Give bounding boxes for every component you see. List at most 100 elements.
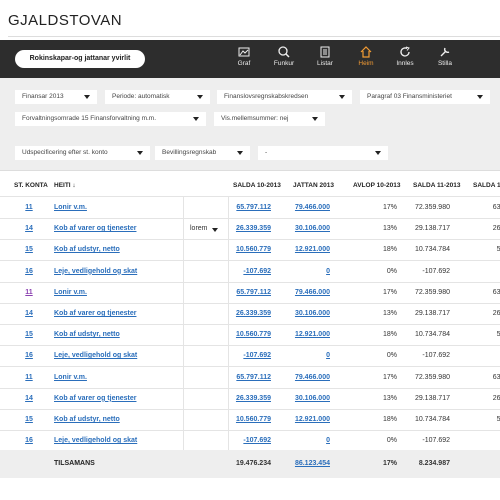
cell-salda10[interactable]: 65.797.112 xyxy=(236,373,271,381)
toolbar: Rokinskapar-og jattanar yvirlit Graf Fun… xyxy=(0,40,500,78)
row-divider xyxy=(0,302,500,304)
account-name[interactable]: Kob af varer og tjenester xyxy=(54,225,137,233)
dropdown[interactable]: Finansar 2013 xyxy=(15,90,97,104)
cell-jattan[interactable]: 12.921.000 xyxy=(294,331,330,339)
account-number[interactable]: 14 xyxy=(25,310,33,317)
row-divider xyxy=(0,260,500,262)
column-header[interactable]: SALDA 10-2013 xyxy=(233,182,281,189)
cell-jattan[interactable]: 0 xyxy=(326,267,330,275)
report-button[interactable]: Rokinskapar-og jattanar yvirlit xyxy=(15,50,145,68)
account-number[interactable]: 15 xyxy=(25,416,33,423)
cell-avlop: 13% xyxy=(382,394,397,402)
cell-salda10[interactable]: 65.797.112 xyxy=(236,204,271,211)
account-number[interactable]: 16 xyxy=(25,352,33,360)
account-number[interactable]: 14 xyxy=(25,225,33,233)
column-header[interactable]: JATTAN 2013 xyxy=(293,182,334,189)
nav-item[interactable]: Listar xyxy=(307,46,343,67)
account-number[interactable]: 16 xyxy=(25,267,33,275)
account-name[interactable]: Lonir v.m. xyxy=(54,373,87,381)
cell-avlop: 0% xyxy=(386,352,397,360)
cell-jattan[interactable]: 79.466.000 xyxy=(294,373,330,381)
column-header[interactable]: HEITI ↓ xyxy=(54,182,76,189)
column-header[interactable]: ST. KONTA xyxy=(14,182,48,189)
divider xyxy=(0,170,500,171)
cell-salda1: 5.515.0 xyxy=(496,331,500,339)
cell-jattan[interactable]: 30.106.000 xyxy=(294,225,330,233)
account-number[interactable]: 11 xyxy=(25,373,33,381)
dropdown[interactable]: Bevillingsregnskab xyxy=(155,146,250,160)
cell-salda10[interactable]: 26.339.359 xyxy=(235,225,271,233)
row-divider xyxy=(0,239,500,241)
cell-salda1: 26.247.4 xyxy=(492,310,500,317)
nav-item[interactable]: Stilla xyxy=(427,46,463,67)
column-header[interactable]: AVLOP 10-2013 xyxy=(353,182,401,189)
cell-salda10[interactable]: -107.692 xyxy=(243,267,271,275)
nav-item[interactable]: Innles xyxy=(387,46,423,67)
cell-salda10[interactable]: -107.692 xyxy=(243,437,271,445)
account-name[interactable]: Leje, vedligehold og skat xyxy=(54,437,138,445)
cell-avlop: 18% xyxy=(382,246,397,254)
cell-jattan[interactable]: 0 xyxy=(326,437,330,445)
account-name[interactable]: Leje, vedligehold og skat xyxy=(54,352,138,360)
cell-salda10[interactable]: 10.560.779 xyxy=(235,246,271,254)
divider xyxy=(183,197,184,450)
account-number[interactable]: 16 xyxy=(25,437,33,445)
dropdown[interactable]: Paragraf 03 Finansministeriet xyxy=(360,90,490,104)
column-header[interactable]: SALDA 11-2013 xyxy=(413,182,461,189)
cell-salda1: 63.810.3 xyxy=(492,204,500,211)
dropdown[interactable]: Udspecificering efter st. konto xyxy=(15,146,150,160)
nav-label: Innles xyxy=(396,60,414,67)
cell-jattan[interactable]: 12.921.000 xyxy=(294,416,330,423)
row-divider xyxy=(0,345,500,347)
logo[interactable]: GJALDSTOVAN xyxy=(8,12,123,29)
dropdown[interactable]: Forvaltningsomrade 15 Finansforvaltning … xyxy=(15,112,206,126)
cell-salda10[interactable]: 26.339.359 xyxy=(235,310,271,317)
cell-jattan[interactable]: 79.466.000 xyxy=(294,288,330,296)
cell-salda10[interactable]: 65.797.112 xyxy=(236,288,271,296)
cell-salda11: 10.734.784 xyxy=(414,416,450,423)
account-name[interactable]: Kob af udstyr, netto xyxy=(54,246,120,254)
account-name[interactable]: Kob af varer og tjenester xyxy=(54,394,137,402)
dropdown[interactable]: - xyxy=(258,146,388,160)
cell-jattan[interactable]: 30.106.000 xyxy=(294,394,330,402)
account-name[interactable]: Lonir v.m. xyxy=(54,204,87,211)
row-select[interactable]: lorem xyxy=(190,225,218,233)
cell-salda1: 26.247.4 xyxy=(492,394,500,402)
cell-salda1: 26.247.4 xyxy=(492,225,500,233)
cell-avlop: 0% xyxy=(386,267,397,275)
account-name[interactable]: Kob af udstyr, netto xyxy=(54,331,120,339)
cell-jattan[interactable]: 79.466.000 xyxy=(294,204,330,211)
cell-salda10[interactable]: 26.339.359 xyxy=(235,394,271,402)
account-name[interactable]: Leje, vedligehold og skat xyxy=(54,267,138,275)
cell-salda11: -107.692 xyxy=(422,352,450,360)
dropdown[interactable]: Vis.mellemsummer: nej xyxy=(214,112,325,126)
cell-jattan[interactable]: 12.921.000 xyxy=(294,246,330,254)
cell-salda1: 5.515.0 xyxy=(496,416,500,423)
nav-item[interactable]: Funkur xyxy=(266,46,302,67)
nav-item[interactable]: Heim xyxy=(348,46,384,67)
cell-salda10[interactable]: 10.560.779 xyxy=(235,416,271,423)
dropdown[interactable]: Finanslovsregnskabskredsen xyxy=(217,90,352,104)
divider xyxy=(228,197,229,450)
cell-salda11: -107.692 xyxy=(422,267,450,275)
account-number[interactable]: 15 xyxy=(25,331,33,339)
row-divider xyxy=(0,281,500,283)
cell-jattan[interactable]: 0 xyxy=(326,352,330,360)
cell-salda10[interactable]: -107.692 xyxy=(243,352,271,360)
total-jattan[interactable]: 86.123.454 xyxy=(294,460,330,467)
account-number[interactable]: 15 xyxy=(25,246,33,254)
account-name[interactable]: Lonir v.m. xyxy=(54,288,87,296)
dropdown[interactable]: Periode: automatisk xyxy=(105,90,210,104)
cell-jattan[interactable]: 30.106.000 xyxy=(294,310,330,317)
account-name[interactable]: Kob af udstyr, netto xyxy=(54,416,120,423)
nav-label: Graf xyxy=(237,60,251,67)
account-name[interactable]: Kob af varer og tjenester xyxy=(54,310,137,317)
row-divider xyxy=(0,387,500,389)
column-header[interactable]: SALDA 10 xyxy=(473,182,500,189)
nav-item[interactable]: Graf xyxy=(226,46,262,67)
cell-avlop: 17% xyxy=(382,288,397,296)
account-number[interactable]: 11 xyxy=(25,204,33,211)
account-number[interactable]: 11 xyxy=(25,288,33,296)
cell-salda10[interactable]: 10.560.779 xyxy=(235,331,271,339)
account-number[interactable]: 14 xyxy=(25,394,33,402)
